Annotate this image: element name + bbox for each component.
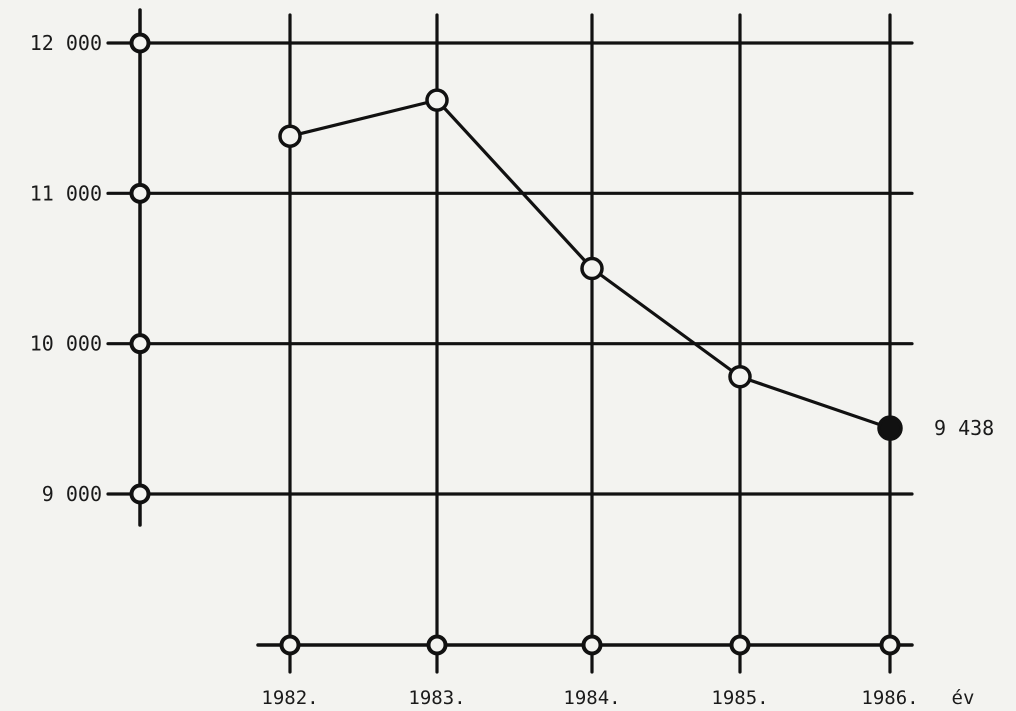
tick-labels: 12 000 11 000 10 000 9 000 1982. 1983. 1984. 19… [30,31,994,709]
y-tick-marker-2 [129,333,151,355]
x-tick-marker-0 [279,634,301,656]
x-tick-label-1: 1983. [408,687,465,709]
x-tick-label-2: 1984. [563,687,620,709]
data-point-highlight [877,415,903,441]
data-series [278,88,903,441]
x-axis-unit-label: év [952,687,975,709]
x-tick-marker-4 [879,634,901,656]
data-label-highlight: 9 438 [934,416,994,440]
x-tick-marker-2 [581,634,603,656]
data-point-2 [580,256,604,281]
x-tick-marker-1 [426,634,448,656]
y-tick-marker-0 [129,32,151,54]
y-tick-label-0: 12 000 [30,31,102,55]
axes [129,8,914,656]
x-tick-label-0: 1982. [261,687,318,709]
x-tick-label-4: 1986. [861,687,918,709]
data-point-3 [728,364,752,389]
x-tick-marker-3 [729,634,751,656]
x-tick-label-3: 1985. [711,687,768,709]
grid-lines [106,13,914,674]
data-point-0 [278,124,302,148]
y-tick-label-3: 9 000 [42,482,102,506]
y-tick-label-2: 10 000 [30,332,102,356]
y-tick-label-1: 11 000 [30,181,102,205]
y-tick-marker-3 [129,483,151,505]
y-tick-marker-1 [129,182,151,204]
data-point-1 [425,88,449,112]
